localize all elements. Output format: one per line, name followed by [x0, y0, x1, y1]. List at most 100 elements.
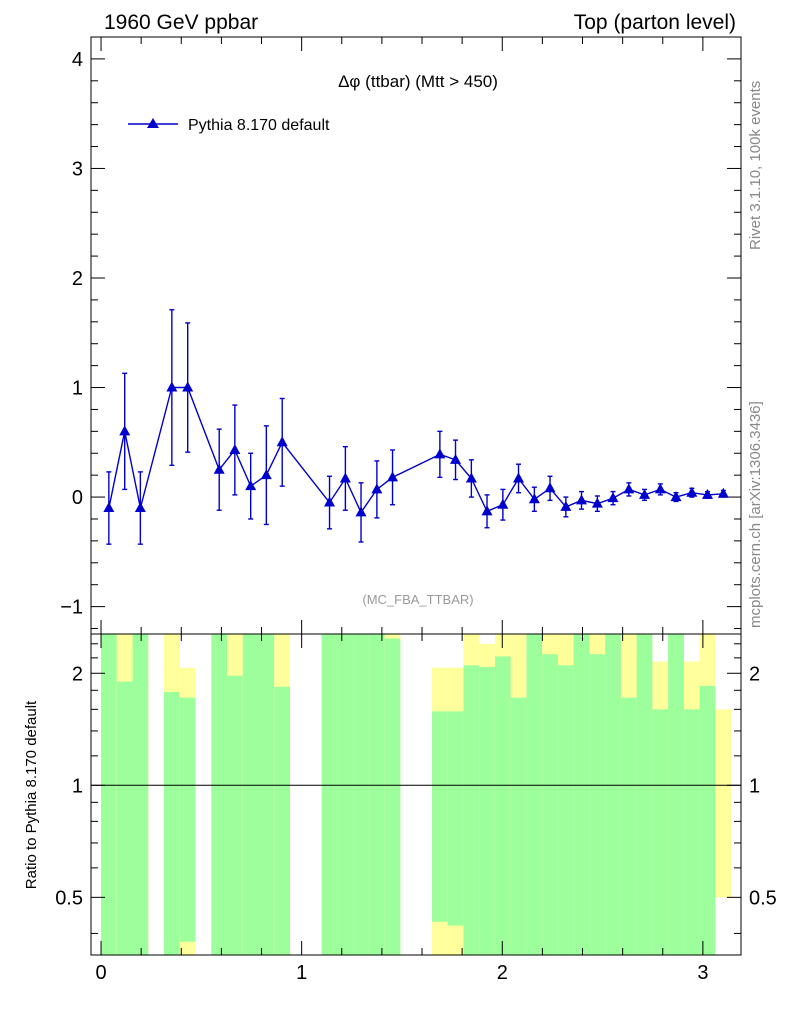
data-point-triangle — [276, 436, 288, 447]
header-right: Top (parton level) — [574, 11, 736, 34]
ratio-band-green — [573, 634, 590, 955]
data-point-triangle — [213, 463, 225, 474]
x-tick-labels: 0 1 2 3 — [95, 962, 708, 984]
ratio-band-green — [337, 634, 354, 955]
data-point-triangle — [465, 472, 477, 483]
ratio-y-tick-label-right: 0.5 — [749, 887, 777, 909]
ratio-band-green — [636, 634, 653, 955]
ratio-band-green — [321, 634, 338, 955]
rivet-label: Rivet 3.1.10, 100k events — [747, 81, 764, 250]
ratio-band-green — [242, 634, 259, 955]
ratio-band-green — [100, 634, 117, 955]
ratio-band-green — [542, 654, 558, 955]
ratio-band-green — [116, 681, 133, 955]
data-point-triangle — [260, 469, 272, 480]
data-point-triangle — [182, 381, 194, 392]
data-point-triangle — [134, 502, 146, 513]
main-y-tick-label: 4 — [72, 49, 83, 71]
ratio-band-yellow — [715, 709, 732, 898]
x-tick-label: 1 — [296, 962, 307, 984]
ratio-bands — [100, 634, 732, 955]
main-y-tick-label: 2 — [72, 268, 83, 290]
main-y-tick-label: 1 — [72, 378, 83, 400]
ratio-ticks — [91, 634, 741, 955]
data-point-triangle — [119, 425, 131, 436]
legend: Pythia 8.170 default — [128, 117, 330, 134]
ratio-band-green — [510, 697, 527, 955]
ratio-band-green — [132, 634, 149, 955]
ratio-band-green — [447, 711, 464, 926]
series-line-pythia — [108, 386, 724, 514]
data-point-triangle — [513, 472, 525, 483]
ratio-band-green — [179, 697, 196, 942]
data-point-triangle — [591, 497, 603, 508]
data-point-triangle — [339, 472, 351, 483]
data-point-triangle — [103, 502, 115, 513]
series-markers — [103, 381, 729, 517]
main-ticks — [91, 36, 741, 634]
ratio-band-green — [463, 665, 480, 955]
data-point-triangle — [229, 443, 241, 454]
data-point-triangle — [607, 492, 619, 503]
data-point-triangle — [371, 483, 383, 494]
ratio-band-green — [258, 634, 275, 955]
ratio-y-tick-label: 0.5 — [55, 887, 83, 909]
data-point-triangle — [654, 483, 666, 494]
ratio-band-green — [589, 654, 606, 955]
ratio-band-green — [620, 697, 637, 955]
ratio-y-tick-label: 1 — [72, 775, 83, 797]
ratio-band-green — [226, 675, 243, 955]
data-point-triangle — [717, 487, 729, 498]
x-tick-label: 2 — [497, 962, 508, 984]
x-tick-label: 0 — [95, 962, 106, 984]
data-point-triangle — [686, 486, 698, 497]
ratio-band-green — [699, 685, 716, 955]
ratio-frame — [90, 633, 742, 956]
mcplots-label: mcplots.cern.ch [arXiv:1306.3436] — [747, 401, 764, 628]
ratio-band-green — [163, 692, 180, 955]
data-point-triangle — [701, 488, 713, 499]
data-point-triangle — [481, 505, 493, 516]
error-bars — [106, 309, 726, 545]
data-point-triangle — [450, 453, 462, 464]
ratio-band-green — [494, 656, 511, 955]
watermark: (MC_FBA_TTBAR) — [362, 592, 473, 607]
data-point-triangle — [560, 500, 572, 511]
main-y-tick-label: −1 — [60, 597, 83, 619]
legend-triangle-icon — [147, 118, 159, 128]
data-point-triangle — [623, 483, 635, 494]
data-point-triangle — [355, 506, 367, 517]
data-point-triangle — [528, 493, 540, 504]
main-y-tick-label: 0 — [72, 487, 83, 509]
ratio-band-green — [557, 665, 574, 955]
ratio-band-green — [274, 686, 291, 955]
header-left: 1960 GeV ppbar — [104, 11, 258, 34]
ratio-band-green — [431, 711, 448, 922]
data-point-triangle — [387, 471, 399, 482]
ratio-y-tick-label: 2 — [72, 663, 83, 685]
ratio-band-green — [369, 634, 385, 955]
x-tick-label: 3 — [697, 962, 708, 984]
ratio-band-green — [353, 634, 369, 955]
data-point-triangle — [639, 488, 651, 499]
main-y-tick-label: 3 — [72, 158, 83, 180]
data-point-triangle — [670, 491, 682, 502]
ratio-band-green — [652, 709, 669, 955]
ratio-band-green — [605, 634, 621, 955]
data-point-triangle — [245, 480, 257, 491]
data-point-triangle — [544, 482, 556, 493]
ratio-y-tick-label-right: 1 — [749, 775, 760, 797]
ratio-panel: 0.5 0.5 1 1 2 2 0 1 2 3 Ratio to Pythia 8.170 de… — [23, 633, 777, 984]
ratio-band-green — [526, 634, 543, 955]
ratio-y-tick-label-right: 2 — [749, 663, 760, 685]
main-y-tick-labels: −1 0 1 2 3 4 — [60, 49, 83, 619]
ratio-band-green — [683, 709, 700, 955]
ratio-y-axis-label: Ratio to Pythia 8.170 default — [23, 700, 40, 889]
main-panel: −1 0 1 2 3 4 Δφ (ttbar) (Mtt > 450) (MC_FBA_T… — [60, 36, 742, 635]
ratio-band-green — [479, 666, 495, 955]
legend-label: Pythia 8.170 default — [188, 117, 330, 134]
ratio-y-tick-labels: 0.5 0.5 1 1 2 2 — [55, 663, 777, 909]
chart-title: Δφ (ttbar) (Mtt > 450) — [338, 72, 498, 91]
ratio-band-green — [668, 634, 684, 955]
